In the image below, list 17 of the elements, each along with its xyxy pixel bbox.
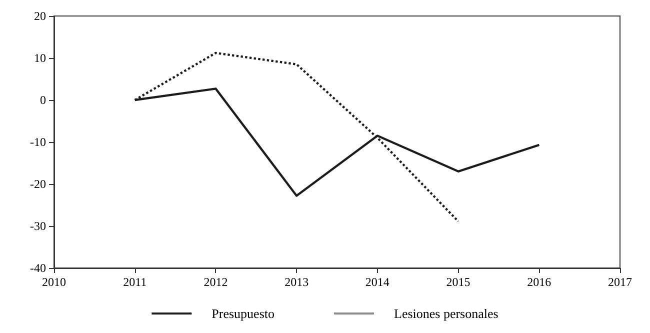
y-tick-label: 0 <box>40 93 46 107</box>
x-tick-label: 2010 <box>42 275 66 289</box>
y-tick-label: 10 <box>34 51 46 65</box>
legend-label: Presupuesto <box>212 306 275 321</box>
x-tick-label: 2011 <box>123 275 147 289</box>
x-tick-label: 2014 <box>365 275 390 289</box>
y-tick-label: -30 <box>30 219 46 233</box>
x-tick-label: 2017 <box>608 275 632 289</box>
y-tick-label: -10 <box>30 135 46 149</box>
y-tick-label: -40 <box>30 261 46 275</box>
x-tick-label: 2015 <box>446 275 470 289</box>
y-tick-label: -20 <box>30 177 46 191</box>
x-tick-label: 2012 <box>204 275 228 289</box>
x-tick-label: 2016 <box>527 275 552 289</box>
y-tick-label: 20 <box>34 9 46 23</box>
x-tick-label: 2013 <box>284 275 309 289</box>
legend-label: Lesiones personales <box>394 306 498 321</box>
